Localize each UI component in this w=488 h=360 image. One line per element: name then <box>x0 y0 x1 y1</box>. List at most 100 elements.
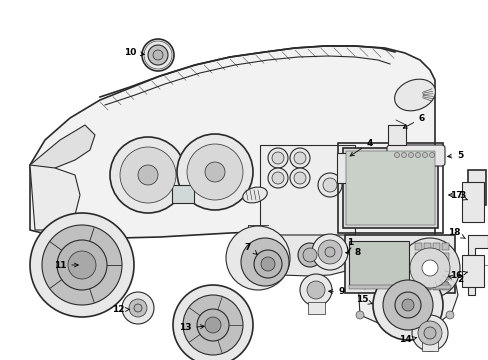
Bar <box>414 263 421 270</box>
Bar <box>432 273 439 280</box>
Circle shape <box>293 152 305 164</box>
Circle shape <box>297 243 321 267</box>
Circle shape <box>30 213 134 317</box>
Bar <box>441 263 448 270</box>
Bar <box>346 151 434 225</box>
Bar <box>441 253 448 260</box>
Circle shape <box>303 248 316 262</box>
Circle shape <box>306 281 325 299</box>
Bar <box>461 255 483 287</box>
Polygon shape <box>30 46 434 282</box>
Bar <box>441 273 448 280</box>
Text: 7: 7 <box>244 243 257 255</box>
Circle shape <box>394 292 420 318</box>
Bar <box>423 243 430 250</box>
Bar <box>441 243 448 250</box>
Bar <box>307 302 325 314</box>
Circle shape <box>173 285 252 360</box>
Circle shape <box>421 260 437 276</box>
Circle shape <box>323 178 336 192</box>
Bar <box>432 243 439 250</box>
Circle shape <box>360 281 368 289</box>
Text: 5: 5 <box>447 150 462 159</box>
Circle shape <box>142 39 174 71</box>
Polygon shape <box>30 125 95 185</box>
Bar <box>337 143 442 233</box>
Text: 10: 10 <box>123 48 144 57</box>
Bar <box>461 182 483 222</box>
Bar <box>423 273 430 280</box>
Circle shape <box>197 309 228 341</box>
Circle shape <box>382 280 432 330</box>
Text: 3: 3 <box>448 190 464 199</box>
Bar <box>348 285 450 289</box>
Circle shape <box>183 295 243 355</box>
Bar <box>260 145 354 235</box>
Circle shape <box>267 168 287 188</box>
Circle shape <box>311 234 347 270</box>
Circle shape <box>134 304 142 312</box>
Circle shape <box>415 153 420 158</box>
Circle shape <box>271 152 284 164</box>
Text: 4: 4 <box>349 139 372 156</box>
Polygon shape <box>258 235 359 276</box>
Bar <box>441 283 448 290</box>
Bar <box>345 235 454 293</box>
Circle shape <box>428 153 434 158</box>
Circle shape <box>204 162 224 182</box>
Bar <box>342 148 437 228</box>
Circle shape <box>289 148 309 168</box>
Circle shape <box>148 45 168 65</box>
Text: 14: 14 <box>398 336 416 345</box>
Circle shape <box>293 172 305 184</box>
Circle shape <box>120 147 176 203</box>
Circle shape <box>68 251 96 279</box>
Text: 11: 11 <box>54 261 78 270</box>
Circle shape <box>299 274 331 306</box>
Text: 6: 6 <box>403 113 424 128</box>
Text: 18: 18 <box>447 228 465 239</box>
Polygon shape <box>357 280 457 328</box>
Text: 9: 9 <box>328 288 345 297</box>
Text: 1: 1 <box>346 238 352 252</box>
Bar <box>336 153 346 183</box>
Bar <box>414 243 421 250</box>
Circle shape <box>423 327 435 339</box>
Bar <box>423 253 430 260</box>
Bar <box>421 333 437 351</box>
Circle shape <box>394 153 399 158</box>
Circle shape <box>401 299 413 311</box>
Circle shape <box>407 153 413 158</box>
Ellipse shape <box>394 79 434 111</box>
Circle shape <box>177 134 252 210</box>
Circle shape <box>253 250 282 278</box>
Bar <box>414 283 421 290</box>
Circle shape <box>401 153 406 158</box>
Text: 8: 8 <box>345 248 360 257</box>
Circle shape <box>440 281 448 289</box>
Bar <box>432 283 439 290</box>
Ellipse shape <box>242 187 266 203</box>
Text: 15: 15 <box>355 296 371 305</box>
Circle shape <box>153 50 163 60</box>
Circle shape <box>411 315 447 351</box>
Circle shape <box>372 270 442 340</box>
Bar <box>414 273 421 280</box>
Text: 16: 16 <box>449 270 467 279</box>
Bar <box>432 253 439 260</box>
Circle shape <box>241 238 288 286</box>
Bar <box>348 241 408 286</box>
Bar <box>467 170 485 205</box>
Polygon shape <box>30 165 80 230</box>
Circle shape <box>129 299 147 317</box>
Circle shape <box>317 173 341 197</box>
Circle shape <box>317 240 341 264</box>
Text: 17: 17 <box>449 190 467 200</box>
Polygon shape <box>467 235 487 295</box>
Text: 13: 13 <box>179 324 204 333</box>
Bar <box>172 185 194 203</box>
Text: 2: 2 <box>447 275 462 284</box>
Circle shape <box>409 248 449 288</box>
Bar <box>414 253 421 260</box>
Circle shape <box>445 311 453 319</box>
